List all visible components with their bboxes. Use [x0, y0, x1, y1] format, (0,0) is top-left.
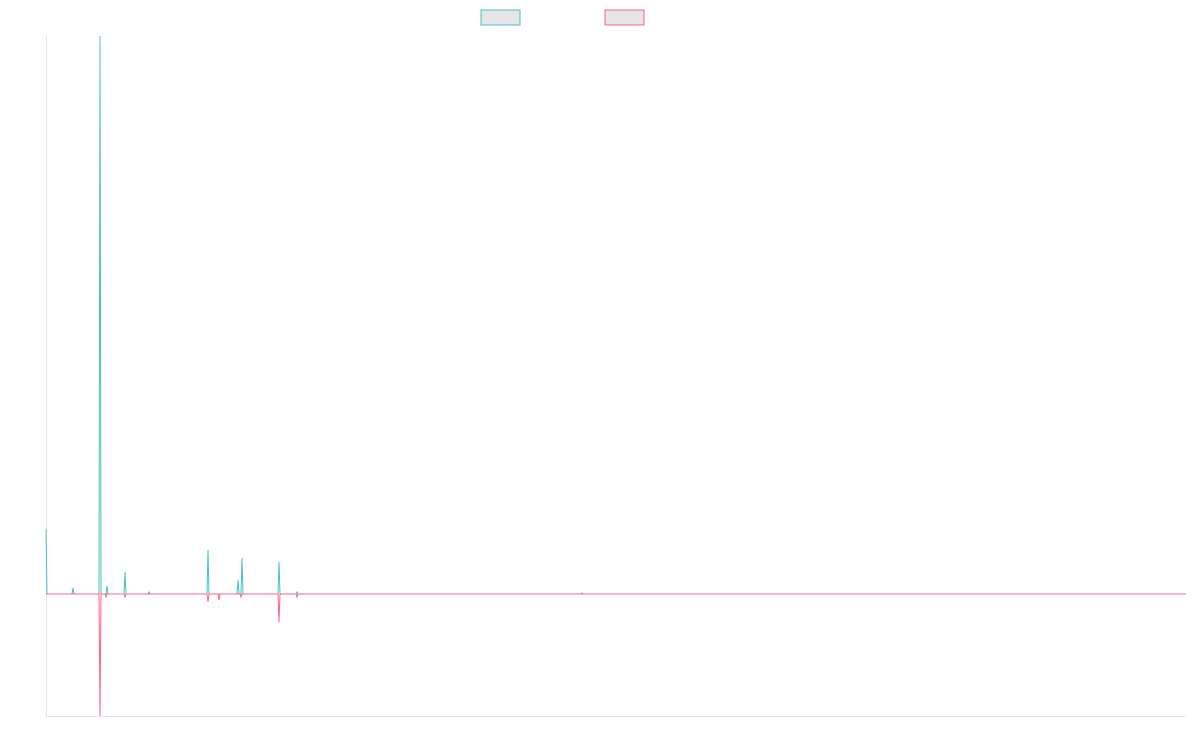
legend[interactable]	[480, 9, 645, 26]
series-layer	[45, 35, 1186, 717]
series-line-2[interactable]	[46, 593, 1186, 717]
series-line-1[interactable]	[45, 35, 1186, 595]
legend-swatch-series-1[interactable]	[480, 9, 521, 26]
legend-swatch-series-2[interactable]	[604, 9, 645, 26]
